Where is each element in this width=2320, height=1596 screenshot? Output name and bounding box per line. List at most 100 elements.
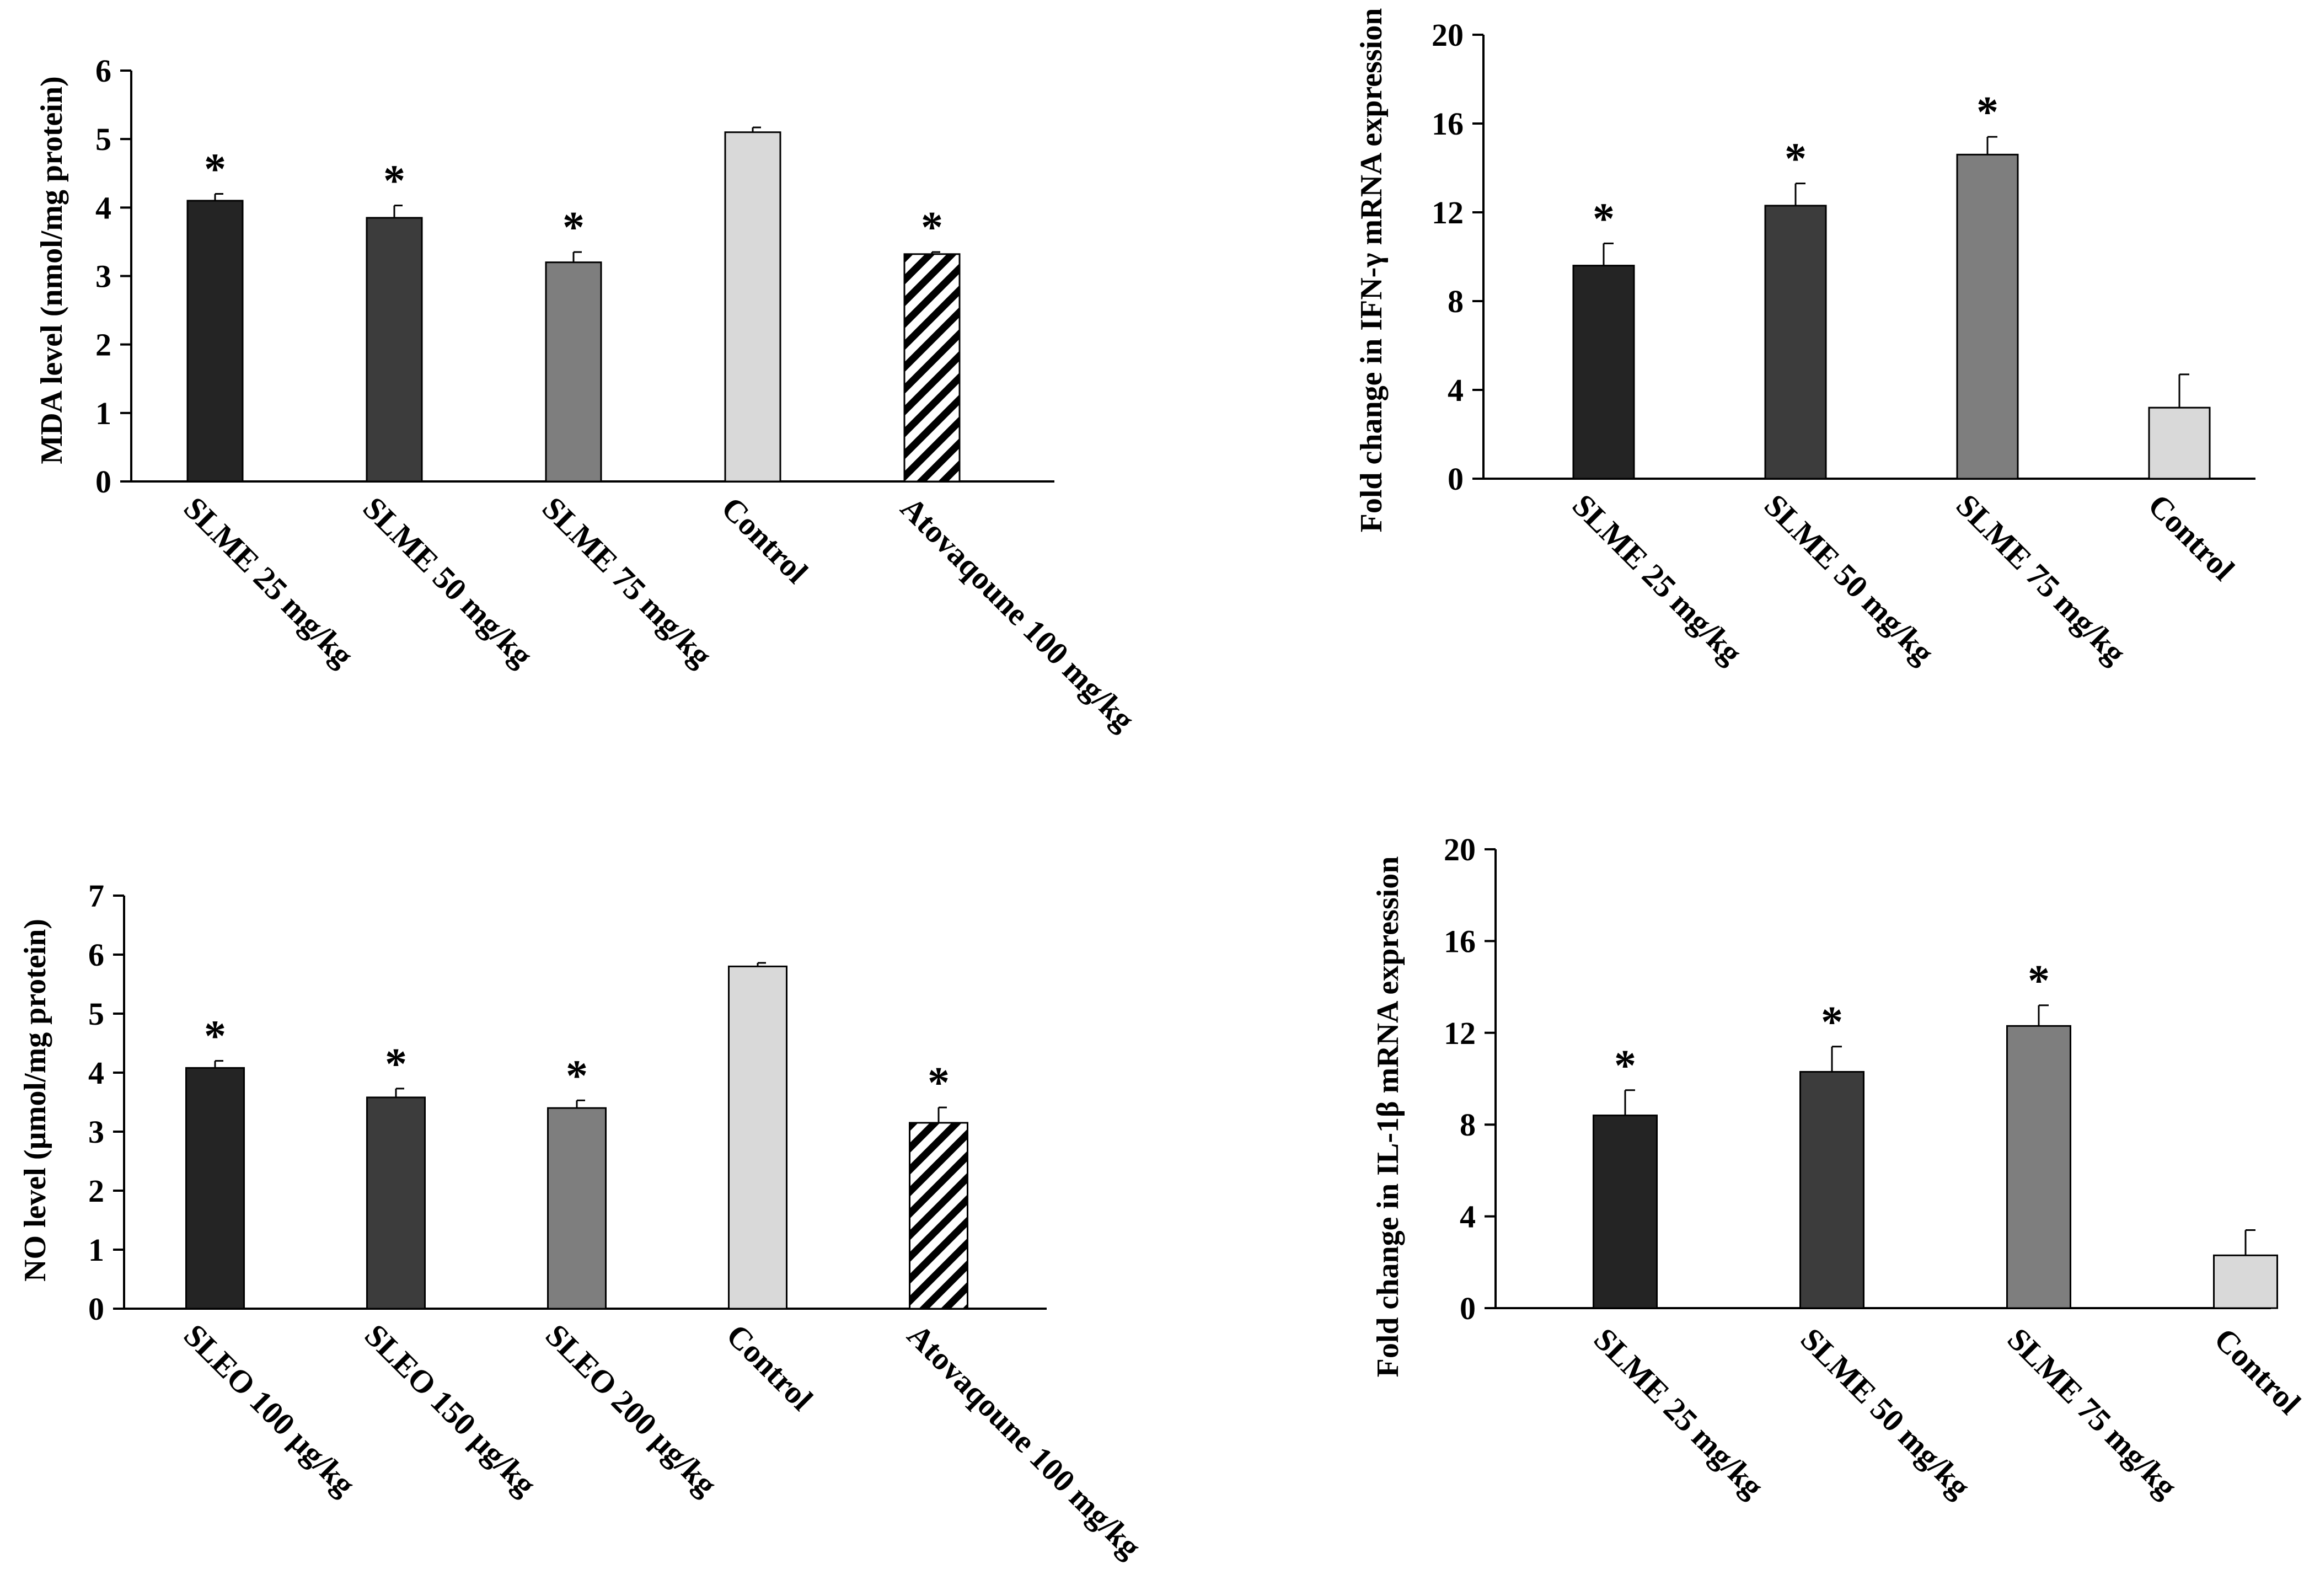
ifn-category-label: Control — [2141, 487, 2242, 587]
no-category-label: SLEO 100 µg/kg — [177, 1317, 362, 1502]
mda-y-tick-label: 4 — [95, 190, 111, 226]
il1b-category-label: SLME 25 mg/kg — [1587, 1321, 1771, 1504]
no-y-tick-label: 4 — [88, 1055, 104, 1091]
il1b-bar — [2213, 1254, 2278, 1309]
mda-category-label: SLME 50 mg/kg — [356, 490, 540, 673]
il1b-bar — [2006, 1025, 2071, 1309]
il1b-category-label: SLME 50 mg/kg — [1794, 1321, 1978, 1504]
no-significance-star: * — [928, 1059, 950, 1107]
mda-y-tick-label: 3 — [95, 259, 111, 294]
il1b-category-label: SLME 75 mg/kg — [2001, 1321, 2184, 1504]
ifn-category-labels: SLME 25 mg/kg SLME 50 mg/kg SLME 75 mg/kg C… — [1566, 487, 2242, 671]
il1b-y-tick-label: 8 — [1460, 1107, 1476, 1143]
mda-error-bars — [214, 126, 940, 263]
no-significance-star: * — [385, 1040, 407, 1089]
il1b-bars — [1593, 1025, 2278, 1309]
mda-category-label: SLME 25 mg/kg — [177, 490, 361, 673]
no-bar — [547, 1107, 607, 1310]
no-category-label: Control — [720, 1317, 820, 1417]
ifn-category-label: SLME 25 mg/kg — [1566, 487, 1749, 671]
il1b-bar — [1593, 1115, 1658, 1309]
mda-significance-star: * — [921, 203, 943, 252]
il1b-bar — [1799, 1071, 1864, 1309]
mda-category-label: Atovaqoune 100 mg/kg — [894, 490, 1142, 737]
mda-bar — [366, 217, 423, 483]
mda-bar — [186, 200, 244, 483]
il1b-y-axis-title-text: Fold change in IL-1β mRNA expression — [1371, 856, 1405, 1378]
il1b-significance-star: * — [1821, 998, 1843, 1047]
mda-y-tick-labels: 0 1 2 3 4 5 6 — [95, 53, 111, 500]
mda-significance-marks: * * * * — [204, 146, 943, 253]
il1b-category-labels: SLME 25 mg/kg SLME 50 mg/kg SLME 75 mg/kg C… — [1587, 1321, 2308, 1504]
mda-bar — [724, 131, 781, 483]
ifn-bar — [1572, 265, 1635, 480]
no-y-tick-labels: 0 1 2 3 4 5 6 7 — [88, 878, 104, 1327]
il1b-significance-marks: * * * — [1614, 957, 2050, 1090]
no-y-tick-label: 0 — [88, 1291, 104, 1327]
il1b-category-label: Control — [2208, 1321, 2308, 1421]
mda-y-tick-label: 6 — [95, 53, 111, 89]
chart-ifn-gamma: Fold change in IFN-γ mRNA expression ***… — [1354, 8, 2255, 671]
ifn-category-label: SLME 50 mg/kg — [1758, 487, 1941, 671]
mda-y-tick-label: 0 — [95, 464, 111, 500]
no-bar — [909, 1122, 968, 1310]
mda-y-tick-label: 1 — [95, 395, 111, 431]
no-y-axis-title-text: NO level (µmol/mg protein) — [18, 919, 52, 1282]
ifn-bars — [1572, 153, 2211, 480]
ifn-significance-star: * — [1785, 135, 1807, 184]
il1b-y-tick-labels: 0 4 8 12 16 20 — [1444, 832, 1476, 1326]
ifn-y-tick-label: 12 — [1432, 195, 1464, 231]
no-bars — [185, 965, 968, 1310]
ifn-error-bars — [1603, 136, 2189, 408]
ifn-y-axis-title-text: Fold change in IFN-γ mRNA expression — [1354, 8, 1389, 533]
mda-category-label: SLME 75 mg/kg — [535, 490, 719, 673]
il1b-y-tick-label: 12 — [1444, 1015, 1476, 1051]
il1b-significance-star: * — [2028, 957, 2050, 1005]
ifn-significance-marks: * * * — [1593, 88, 1998, 243]
no-significance-star: * — [566, 1052, 588, 1100]
ifn-significance-star: * — [1976, 88, 1998, 137]
no-y-tick-label: 1 — [88, 1232, 104, 1268]
no-y-tick-label: 5 — [88, 996, 104, 1032]
ifn-bar — [2148, 406, 2211, 480]
il1b-y-tick-label: 4 — [1460, 1199, 1476, 1235]
no-y-tick-label: 6 — [88, 937, 104, 973]
no-category-label: Atovaqoune 100 mg/kg — [901, 1317, 1148, 1565]
ifn-bar — [1764, 205, 1827, 480]
no-y-tick-label: 3 — [88, 1114, 104, 1150]
ifn-y-tick-label: 4 — [1448, 372, 1464, 408]
no-y-axis-title: NO level (µmol/mg protein) — [18, 919, 52, 1282]
no-y-tick-label: 2 — [88, 1173, 104, 1209]
mda-bar — [903, 253, 961, 483]
chart-no: NO level (µmol/mg protein) * * * * 0 1 2 3 4 5 6 7… — [18, 878, 1148, 1565]
mda-y-axis-title: MDA level (nmol/mg protein) — [35, 76, 69, 464]
mda-significance-star: * — [383, 157, 405, 206]
il1b-y-tick-label: 20 — [1444, 832, 1476, 867]
il1b-y-tick-label: 0 — [1460, 1290, 1476, 1326]
ifn-category-label: SLME 75 mg/kg — [1949, 487, 2133, 671]
il1b-significance-star: * — [1614, 1042, 1636, 1090]
il1b-error-bars — [1624, 1004, 2255, 1256]
ifn-y-tick-label: 20 — [1432, 17, 1464, 53]
no-category-label: SLEO 200 µg/kg — [539, 1317, 724, 1502]
mda-bars — [186, 131, 961, 483]
mda-significance-star: * — [562, 203, 585, 252]
no-significance-marks: * * * * — [204, 1013, 950, 1108]
mda-y-tick-label: 5 — [95, 121, 111, 157]
il1b-y-tick-label: 16 — [1444, 923, 1476, 959]
no-bar — [366, 1096, 426, 1310]
no-bar — [728, 965, 787, 1310]
ifn-y-tick-label: 0 — [1448, 461, 1464, 497]
no-y-tick-label: 7 — [88, 878, 104, 914]
mda-bar — [545, 261, 602, 483]
ifn-bar — [1956, 153, 2019, 480]
mda-y-tick-label: 2 — [95, 327, 111, 363]
ifn-y-tick-labels: 0 4 8 12 16 20 — [1432, 17, 1464, 497]
ifn-y-tick-label: 16 — [1432, 106, 1464, 142]
ifn-significance-star: * — [1593, 195, 1615, 243]
chart-mda: MDA level (nmol/mg protein) * * * * 0 1 2 3 4 5 6… — [35, 53, 1142, 738]
mda-category-label: Control — [715, 490, 815, 590]
